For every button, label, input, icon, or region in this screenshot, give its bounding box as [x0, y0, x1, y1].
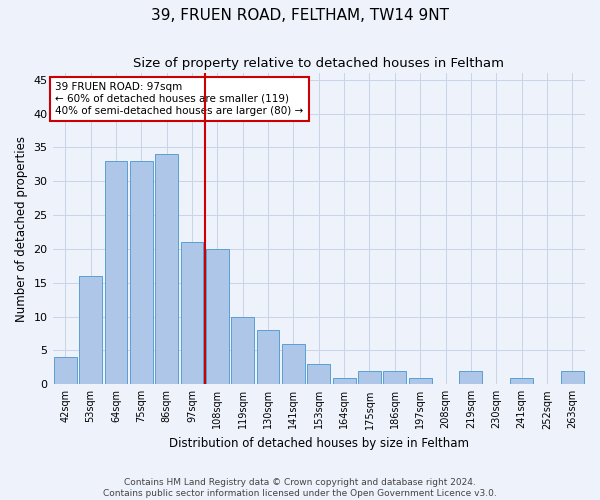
X-axis label: Distribution of detached houses by size in Feltham: Distribution of detached houses by size …: [169, 437, 469, 450]
Bar: [79, 276, 102, 384]
Bar: [257, 330, 280, 384]
Bar: [510, 378, 533, 384]
Bar: [307, 364, 330, 384]
Text: 39 FRUEN ROAD: 97sqm
← 60% of detached houses are smaller (119)
40% of semi-deta: 39 FRUEN ROAD: 97sqm ← 60% of detached h…: [55, 82, 304, 116]
Bar: [104, 161, 127, 384]
Bar: [181, 242, 203, 384]
Bar: [383, 371, 406, 384]
Bar: [358, 371, 381, 384]
Bar: [155, 154, 178, 384]
Bar: [231, 316, 254, 384]
Bar: [206, 249, 229, 384]
Text: 39, FRUEN ROAD, FELTHAM, TW14 9NT: 39, FRUEN ROAD, FELTHAM, TW14 9NT: [151, 8, 449, 22]
Bar: [282, 344, 305, 384]
Bar: [561, 371, 584, 384]
Bar: [54, 357, 77, 384]
Bar: [409, 378, 431, 384]
Bar: [130, 161, 152, 384]
Bar: [460, 371, 482, 384]
Title: Size of property relative to detached houses in Feltham: Size of property relative to detached ho…: [133, 58, 504, 70]
Text: Contains HM Land Registry data © Crown copyright and database right 2024.
Contai: Contains HM Land Registry data © Crown c…: [103, 478, 497, 498]
Y-axis label: Number of detached properties: Number of detached properties: [15, 136, 28, 322]
Bar: [333, 378, 356, 384]
